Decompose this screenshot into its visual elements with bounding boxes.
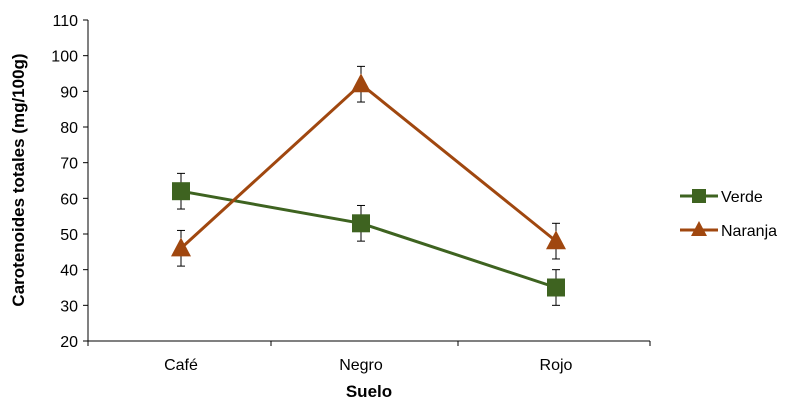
legend-label: Naranja (721, 223, 777, 240)
x-axis: Café Negro Rojo (87, 340, 651, 374)
data-point-triangle (351, 73, 371, 93)
legend-item-naranja: Naranja (680, 221, 777, 240)
y-tick-label: 30 (60, 298, 78, 315)
y-tick-label: 40 (60, 263, 78, 280)
data-point-triangle (546, 230, 566, 250)
series-line (180, 189, 557, 289)
legend: Verde Naranja (680, 189, 777, 240)
series-group (171, 65, 566, 306)
x-tick-label: Café (164, 357, 198, 374)
x-axis-title: Suelo (346, 382, 392, 400)
x-tick-label: Negro (339, 357, 383, 374)
y-axis-title: Carotenoides totales (mg/100g) (9, 53, 28, 306)
y-tick-label: 100 (51, 49, 78, 66)
y-tick-label: 60 (60, 191, 78, 208)
data-point-square (172, 182, 190, 201)
series-verde (172, 172, 565, 306)
x-tick-label: Rojo (540, 357, 573, 374)
y-tick-label: 110 (52, 13, 78, 30)
y-tick-label: 50 (60, 227, 78, 244)
y-tick-label: 80 (60, 120, 78, 137)
data-point-square (352, 214, 370, 233)
series-naranja (171, 65, 566, 267)
y-axis: 20 30 40 50 60 70 80 90 100 110 (51, 13, 89, 351)
y-tick-label: 70 (60, 156, 78, 173)
data-point-square (547, 278, 565, 297)
legend-label: Verde (721, 189, 763, 206)
y-tick-label: 90 (60, 84, 78, 101)
legend-marker-triangle (691, 221, 707, 236)
y-tick-label: 20 (60, 334, 78, 351)
data-point-triangle (171, 237, 191, 257)
legend-marker-square (692, 189, 706, 203)
legend-item-verde: Verde (680, 189, 763, 206)
